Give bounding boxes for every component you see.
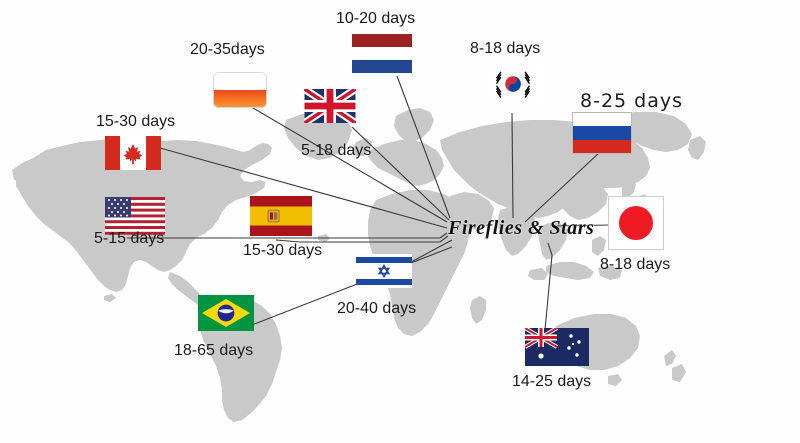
shipping-label-australia: 14-25 days xyxy=(512,373,592,390)
shipping-label-netherlands: 10-20 days xyxy=(336,10,416,27)
flag-united-kingdom-icon xyxy=(304,89,356,123)
connector-russia xyxy=(524,151,601,223)
flag-canada-icon xyxy=(105,136,161,170)
shipping-label-canada: 15-30 days xyxy=(96,113,176,130)
connector-poland xyxy=(247,104,448,223)
connector-netherlands xyxy=(396,75,451,219)
connector-uk xyxy=(351,126,450,221)
flag-israel-icon xyxy=(356,254,412,288)
flag-poland-icon xyxy=(213,72,267,108)
connector-spain xyxy=(275,235,449,243)
shipping-label-poland: 20-35days xyxy=(190,41,265,58)
connector-australia xyxy=(544,242,553,331)
flag-brazil-icon xyxy=(198,295,254,331)
connector-usa xyxy=(127,232,448,239)
shipping-label-israel: 20-40 days xyxy=(337,300,417,317)
flag-japan-icon xyxy=(608,196,664,250)
flag-australia-icon xyxy=(525,328,589,366)
connector-south-korea xyxy=(511,112,514,219)
flag-russia-icon xyxy=(572,112,632,154)
shipping-label-russia: 8-25 days xyxy=(580,90,684,112)
shipping-label-usa: 5-15 days xyxy=(94,230,165,247)
shipping-label-spain: 15-30 days xyxy=(243,242,323,259)
shipping-label-japan: 8-18 days xyxy=(600,256,671,273)
connector-brazil xyxy=(251,246,453,326)
flag-united-states-icon xyxy=(105,197,165,235)
shipping-label-uk: 5-18 days xyxy=(301,142,372,159)
flag-spain-icon xyxy=(250,196,312,236)
flag-south-korea-icon xyxy=(487,66,539,102)
flag-netherlands-icon xyxy=(352,32,412,76)
shipping-label-brazil: 18-65 days xyxy=(174,342,254,359)
connector-canada xyxy=(159,147,448,229)
brand-wordmark: Fireflies & Stars xyxy=(448,217,595,239)
shipping-label-south-korea: 8-18 days xyxy=(470,40,541,57)
connector-japan xyxy=(555,224,611,227)
